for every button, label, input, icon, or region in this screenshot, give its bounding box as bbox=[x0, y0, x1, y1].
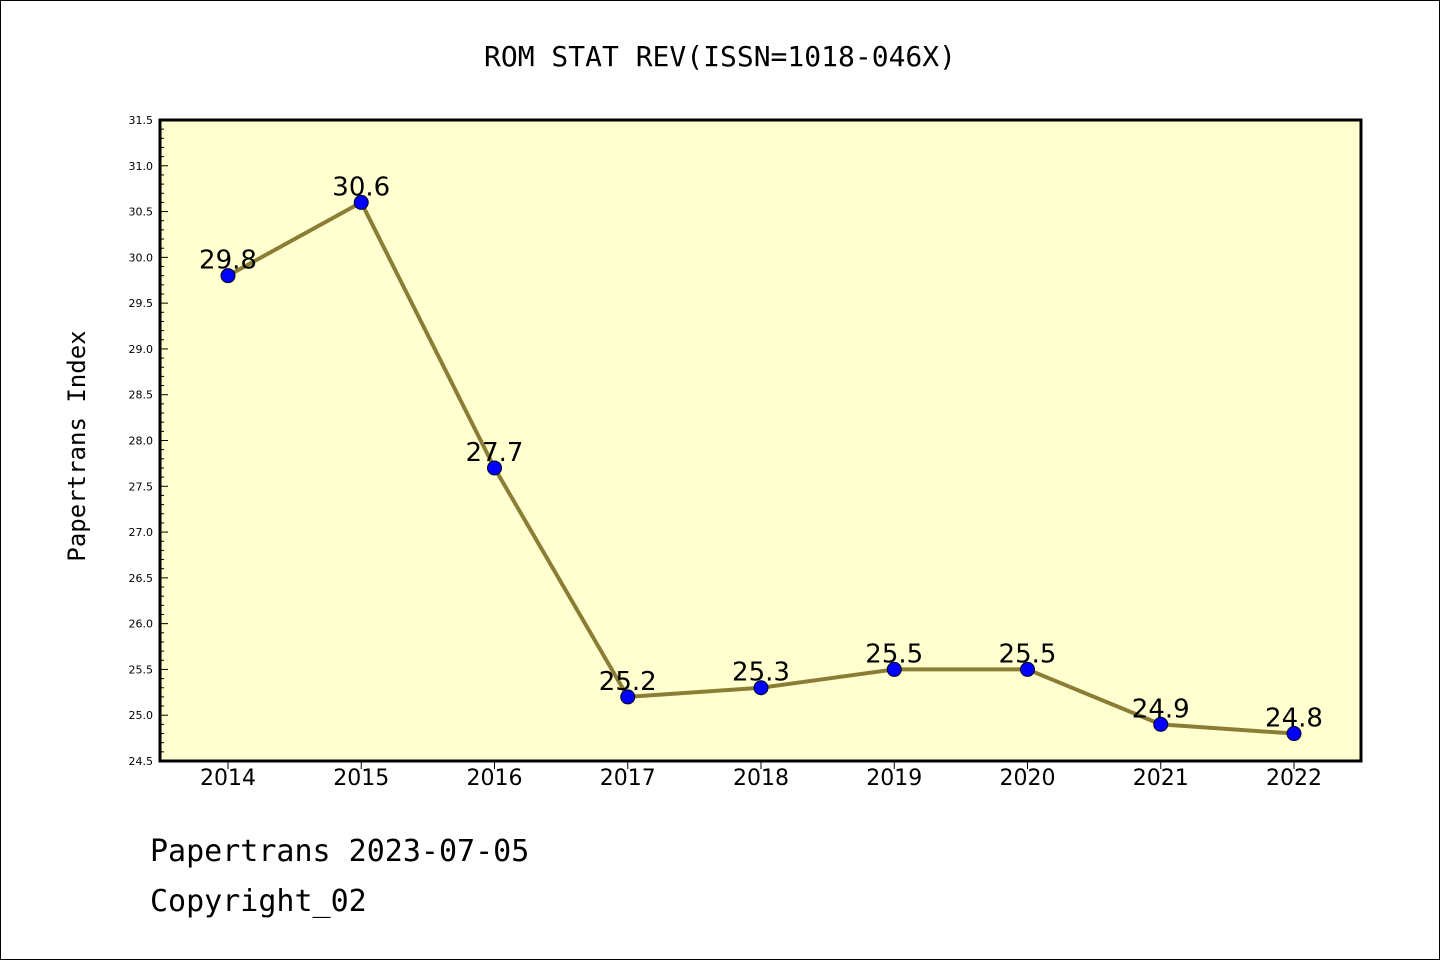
y-tick-label: 29.0 bbox=[129, 343, 154, 356]
footer-date: Papertrans 2023-07-05 bbox=[150, 834, 530, 869]
data-label: 25.2 bbox=[599, 667, 657, 697]
data-label: 27.7 bbox=[466, 438, 524, 468]
y-tick-label: 27.5 bbox=[129, 480, 154, 493]
data-point bbox=[753, 680, 769, 696]
data-label: 29.8 bbox=[199, 246, 257, 276]
x-tick-label: 2019 bbox=[866, 766, 922, 791]
y-tick-label: 25.5 bbox=[129, 663, 154, 676]
x-axis-ticks: 2014 2015 2016 2017 2018 2019 2020 2021 2022 bbox=[200, 761, 1322, 791]
y-axis-label: Papertrans Index bbox=[63, 330, 91, 561]
data-point bbox=[1020, 661, 1035, 677]
data-label: 25.3 bbox=[732, 658, 790, 688]
data-label: 24.9 bbox=[1132, 694, 1190, 724]
y-tick-label: 31.0 bbox=[129, 160, 154, 173]
y-tick-label: 30.0 bbox=[129, 251, 154, 264]
data-point bbox=[1286, 726, 1302, 742]
data-label: 30.6 bbox=[332, 172, 390, 202]
x-tick-label: 2022 bbox=[1266, 766, 1322, 791]
y-tick-label: 27.0 bbox=[129, 526, 154, 539]
data-label: 24.8 bbox=[1265, 704, 1323, 734]
data-labels: 29.8 30.6 27.7 25.2 25.3 25.5 25.5 24.9 24.8 bbox=[199, 172, 1323, 733]
y-tick-label: 31.5 bbox=[129, 114, 154, 127]
data-point bbox=[220, 268, 236, 284]
data-point bbox=[487, 460, 502, 476]
footer-copyright: Copyright_02 bbox=[150, 884, 367, 919]
x-tick-label: 2017 bbox=[600, 766, 656, 791]
y-tick-label: 30.5 bbox=[129, 206, 154, 219]
chart-title: ROM STAT REV(ISSN=1018-046X) bbox=[484, 40, 956, 73]
data-label: 25.5 bbox=[865, 639, 923, 669]
y-tick-label: 28.5 bbox=[129, 389, 154, 402]
x-tick-label: 2018 bbox=[733, 766, 789, 791]
x-tick-label: 2020 bbox=[1000, 766, 1056, 791]
data-point bbox=[886, 661, 902, 677]
x-tick-label: 2015 bbox=[333, 766, 389, 791]
x-tick-label: 2021 bbox=[1133, 766, 1189, 791]
y-tick-label: 26.5 bbox=[129, 572, 154, 585]
y-axis-ticks: 24.5 25.0 25.5 26.0 26.5 27.0 27.5 28.0 28.5 29.0… bbox=[129, 114, 168, 768]
data-point bbox=[620, 689, 636, 705]
x-tick-label: 2016 bbox=[467, 766, 523, 791]
y-tick-label: 24.5 bbox=[129, 755, 154, 768]
data-point bbox=[1153, 716, 1169, 732]
plot-area bbox=[158, 118, 1363, 763]
y-tick-label: 28.0 bbox=[129, 435, 154, 448]
y-tick-label: 26.0 bbox=[129, 618, 154, 631]
series-layer bbox=[220, 194, 1302, 742]
data-label: 25.5 bbox=[999, 639, 1057, 669]
y-tick-label: 25.0 bbox=[129, 709, 154, 722]
data-point bbox=[353, 194, 369, 210]
x-tick-label: 2014 bbox=[200, 766, 256, 791]
y-tick-label: 29.5 bbox=[129, 297, 154, 310]
